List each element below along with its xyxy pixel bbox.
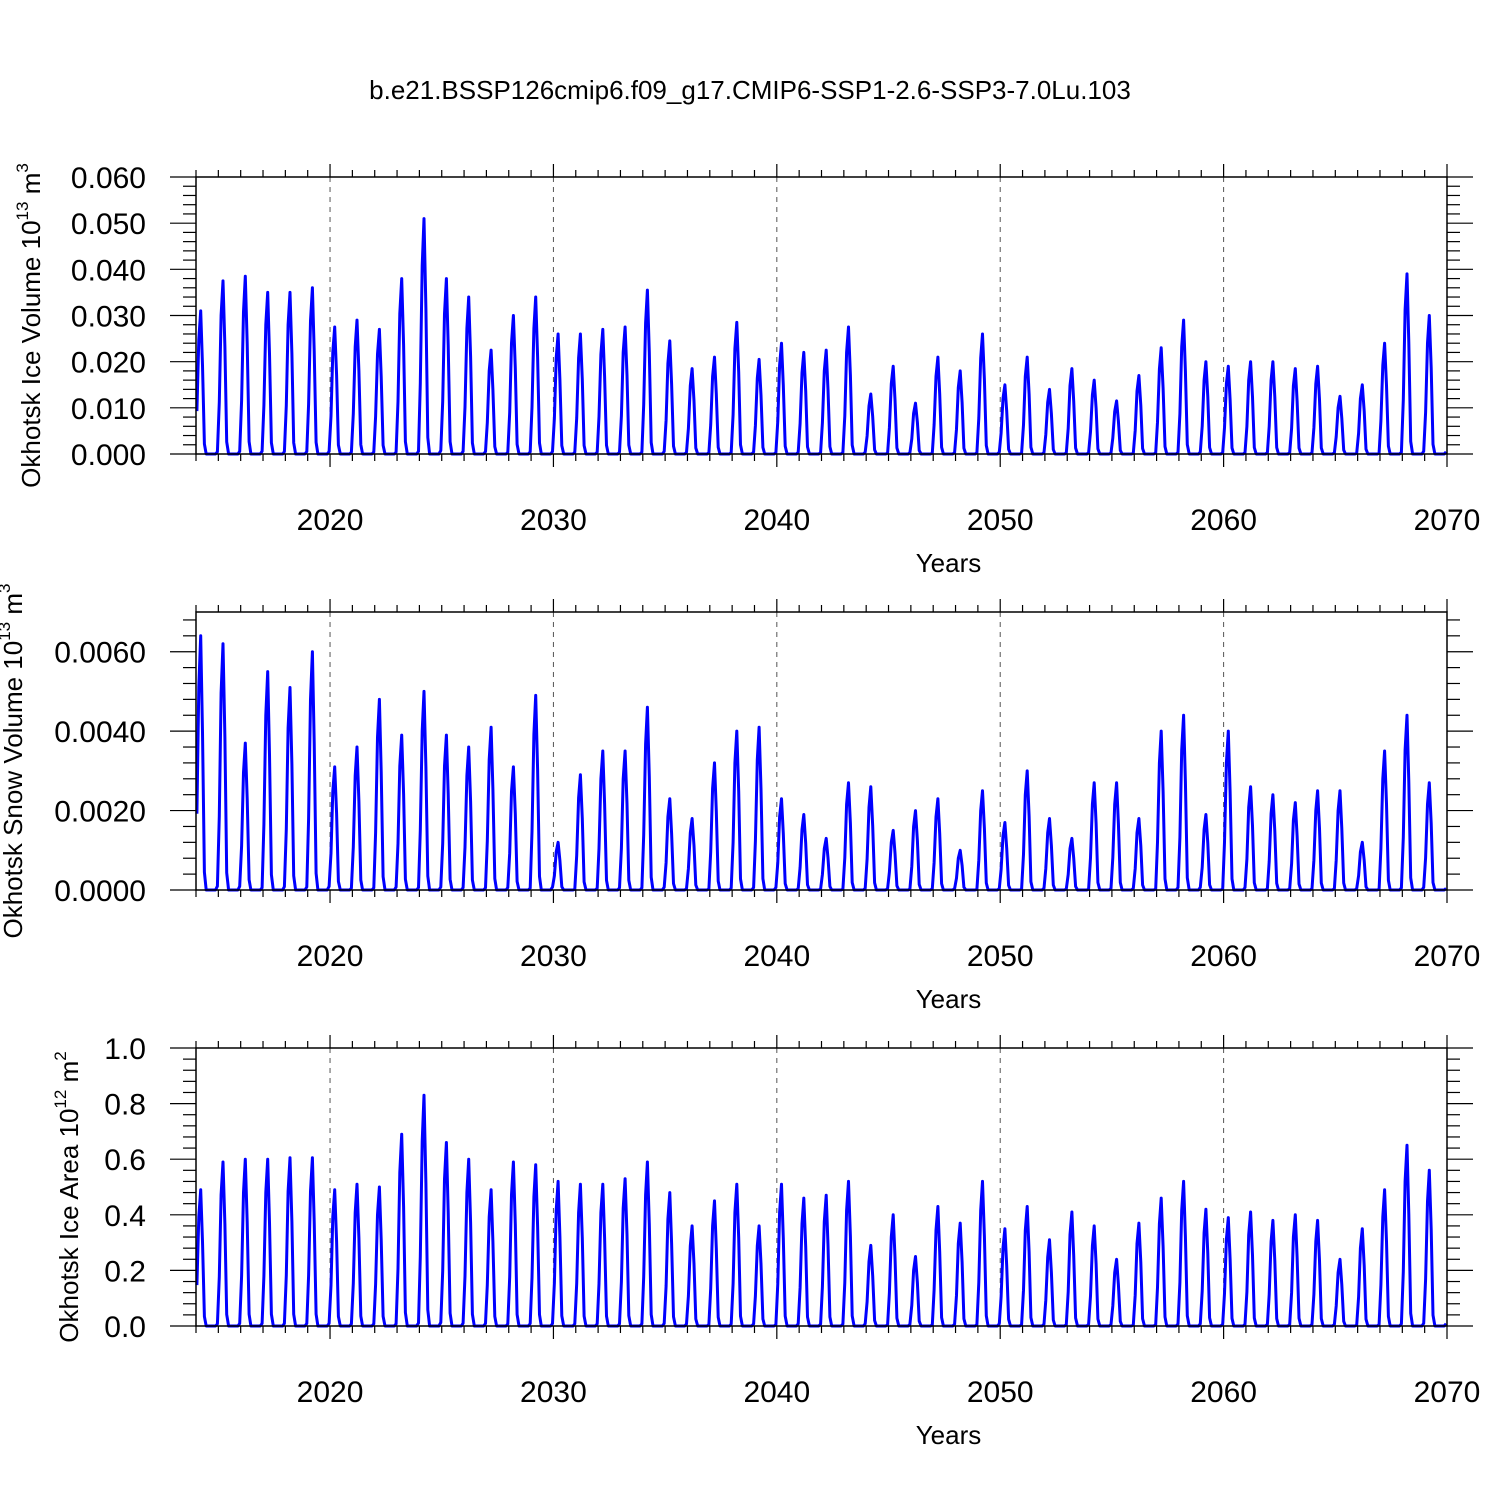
x-axis-label: Years [916,1420,982,1450]
x-tick-label: 2050 [967,940,1034,973]
x-tick-label: 2070 [1414,1376,1481,1409]
panel-2: 2020 2030 2040 2050 2060 2070 0.0000 0.0020 0.00… [0,584,1480,1015]
x-tick-label: 2050 [967,504,1034,537]
y-tick-label: 0.040 [71,254,146,287]
y-tick-label: 0.0060 [54,637,146,670]
x-tick-label: 2040 [743,1376,810,1409]
y-tick-label: 0.050 [71,208,146,241]
x-tick-label: 2030 [520,940,587,973]
panels: 2020 2030 2040 2050 2060 2070 0.000 0.010 0.020 0… [0,162,1480,1450]
x-tick-label: 2070 [1414,504,1481,537]
series-line [195,1093,1448,1328]
y-tick-label: 0.030 [71,301,146,334]
series-line [195,634,1448,892]
y-tick-label: 0.000 [71,439,146,472]
x-tick-label: 2030 [520,504,587,537]
y-axis-label: Okhotsk Ice Volume 1013 m3 [13,163,46,488]
x-axis-label: Years [916,984,982,1014]
y-tick-label: 0.0000 [54,875,146,908]
y-axis-label: Okhotsk Snow Volume 1013 m3 [0,584,28,939]
y-tick-label: 0.0040 [54,716,146,749]
y-tick-label: 0.8 [104,1089,146,1122]
chart-title: b.e21.BSSP126cmip6.f09_g17.CMIP6-SSP1-2.… [369,75,1131,105]
y-tick-label: 0.010 [71,393,146,426]
y-tick-label: 0.060 [71,162,146,195]
y-tick-label: 0.2 [104,1255,146,1288]
x-tick-label: 2050 [967,1376,1034,1409]
y-tick-label: 0.4 [104,1200,146,1233]
x-tick-label: 2020 [297,504,364,537]
x-tick-label: 2060 [1190,1376,1257,1409]
x-tick-label: 2070 [1414,940,1481,973]
y-tick-label: 1.0 [104,1033,146,1066]
y-tick-label: 0.0020 [54,796,146,829]
x-tick-label: 2030 [520,1376,587,1409]
x-tick-label: 2040 [743,940,810,973]
panel-3: 2020 2030 2040 2050 2060 2070 0.0 0.2 0.4 0.6 0.8 1… [51,1033,1480,1450]
series-line [195,217,1448,456]
x-tick-label: 2060 [1190,504,1257,537]
x-tick-label: 2020 [297,1376,364,1409]
x-tick-label: 2020 [297,940,364,973]
y-axis-label: Okhotsk Ice Area 1012 m2 [51,1051,84,1342]
x-tick-label: 2060 [1190,940,1257,973]
x-tick-label: 2040 [743,504,810,537]
y-tick-label: 0.020 [71,347,146,380]
y-tick-label: 0.6 [104,1144,146,1177]
y-tick-label: 0.0 [104,1311,146,1344]
panel-1: 2020 2030 2040 2050 2060 2070 0.000 0.010 0.020 0… [13,162,1480,578]
x-axis-label: Years [916,548,982,578]
